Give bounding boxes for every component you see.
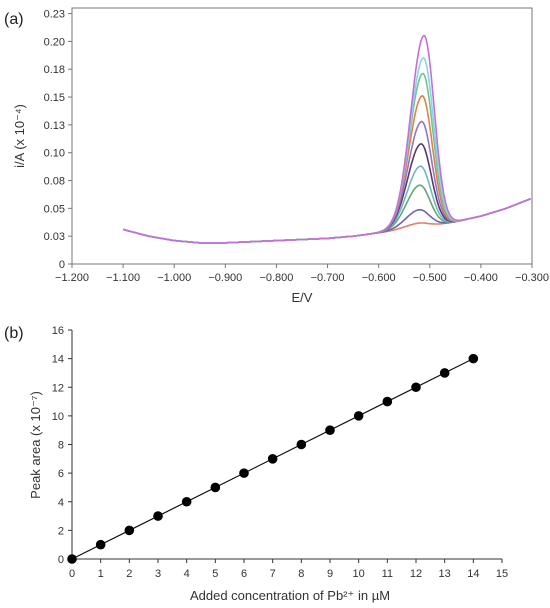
x-tick-label: −0.300 xyxy=(515,272,549,284)
voltammogram-series-9 xyxy=(122,56,531,244)
panel-b-calibration: (b) 0 1 2 3 4 5 6 7 8 9 10 11 12 13 14 15 0246810121416… xyxy=(4,325,508,603)
x-tick-label: 1 xyxy=(98,568,104,580)
x-tick-label: −1.000 xyxy=(157,272,191,284)
data-point xyxy=(267,454,278,464)
data-point xyxy=(382,396,393,407)
panel-a-x-ticks: −1.200 −1.100 −1.000 −0.900 −0.800 −0.700 −0.6… xyxy=(55,264,549,284)
data-point xyxy=(325,425,335,435)
x-tick-label: 12 xyxy=(410,568,422,580)
panel-a-y-ticks: 0 0.03 0.05 0.08 0.10 0.13 0.15 0.18 0.20 0.23 xyxy=(44,9,72,271)
x-tick-label: −0.800 xyxy=(259,272,293,284)
y-tick-label: 0 xyxy=(59,259,65,271)
data-point xyxy=(439,368,450,378)
y-tick-label: 0.10 xyxy=(44,148,65,160)
panel-b-x-ticks: 0 1 2 3 4 5 6 7 8 9 10 11 12 13 14 15 xyxy=(69,559,508,580)
voltammogram-series-3 xyxy=(122,184,531,244)
data-point xyxy=(353,411,364,421)
x-tick-label: −1.100 xyxy=(106,272,140,284)
panel-b-label: (b) xyxy=(4,325,24,342)
voltammogram-series-4 xyxy=(122,165,531,244)
voltammogram-series-6 xyxy=(122,120,531,244)
voltammogram-series-8 xyxy=(122,72,531,244)
x-tick-label: 7 xyxy=(270,568,276,580)
x-tick-label: 6 xyxy=(241,568,247,580)
x-tick-label: 2 xyxy=(126,568,132,580)
panel-a-series xyxy=(122,34,531,244)
panel-a-voltammogram: (a) −1.200 −1.100 −1.000 −0.900 −0.800 −0.700… xyxy=(4,7,549,305)
data-point xyxy=(124,525,135,536)
panel-b-y-ticks: 0 2 4 6 8 10 12 14 16 xyxy=(52,325,72,566)
voltammogram-series-2 xyxy=(122,198,531,244)
x-tick-label: 5 xyxy=(212,568,218,580)
y-tick-label: 0.15 xyxy=(44,92,65,104)
x-tick-label: 15 xyxy=(496,568,508,580)
data-point xyxy=(67,554,77,564)
y-tick-label: 10 xyxy=(52,411,64,423)
y-tick-label: 0.03 xyxy=(44,231,65,243)
voltammogram-series-7 xyxy=(122,94,531,244)
panel-a-label: (a) xyxy=(4,11,24,28)
x-tick-label: 10 xyxy=(353,568,365,580)
x-tick-label: −0.500 xyxy=(413,272,447,284)
x-tick-label: 11 xyxy=(382,568,393,580)
y-tick-label: 4 xyxy=(58,497,64,509)
y-tick-label: 0.18 xyxy=(44,64,65,76)
y-tick-label: 12 xyxy=(52,382,64,394)
x-tick-label: 3 xyxy=(155,568,161,580)
x-tick-label: 9 xyxy=(327,568,333,580)
x-tick-label: 8 xyxy=(298,568,304,580)
data-point xyxy=(468,353,479,364)
x-tick-label: 14 xyxy=(467,568,479,580)
data-point xyxy=(411,382,421,393)
voltammogram-series-5 xyxy=(122,143,531,244)
y-tick-label: 0 xyxy=(58,554,64,566)
x-tick-label: 4 xyxy=(184,568,190,580)
x-tick-label: 13 xyxy=(439,568,451,580)
y-tick-label: 0.23 xyxy=(44,9,65,21)
voltammogram-series-1 xyxy=(122,198,531,244)
y-tick-label: 8 xyxy=(58,440,64,452)
data-point xyxy=(153,511,163,521)
data-point xyxy=(239,468,249,478)
y-tick-label: 16 xyxy=(52,325,64,337)
panel-b-ylabel: Peak area (x 10⁻⁷) xyxy=(28,391,43,499)
panel-b-points xyxy=(67,353,479,564)
x-tick-label: −0.700 xyxy=(311,272,345,284)
y-tick-label: 0.13 xyxy=(44,120,65,132)
x-tick-label: −1.200 xyxy=(55,272,89,284)
y-tick-label: 6 xyxy=(58,468,64,480)
y-tick-label: 0.05 xyxy=(44,203,65,215)
x-tick-label: 0 xyxy=(69,568,75,580)
y-tick-label: 2 xyxy=(58,525,64,537)
x-tick-label: −0.400 xyxy=(464,272,498,284)
voltammogram-series-10 xyxy=(122,34,531,244)
y-tick-label: 14 xyxy=(52,354,64,366)
panel-a-frame xyxy=(71,7,533,265)
data-point xyxy=(181,496,192,507)
panel-b-xlabel: Added concentration of Pb²⁺ in µM xyxy=(190,588,390,603)
data-point xyxy=(296,439,307,450)
x-tick-label: −0.900 xyxy=(208,272,242,284)
y-tick-label: 0.20 xyxy=(44,36,65,48)
data-point xyxy=(95,539,106,550)
data-point xyxy=(210,482,221,493)
panel-a-xlabel: E/V xyxy=(292,290,313,305)
y-tick-label: 0.08 xyxy=(44,176,65,188)
x-tick-label: −0.600 xyxy=(362,272,396,284)
panel-a-ylabel: i/A (x 10⁻⁴) xyxy=(12,104,27,168)
